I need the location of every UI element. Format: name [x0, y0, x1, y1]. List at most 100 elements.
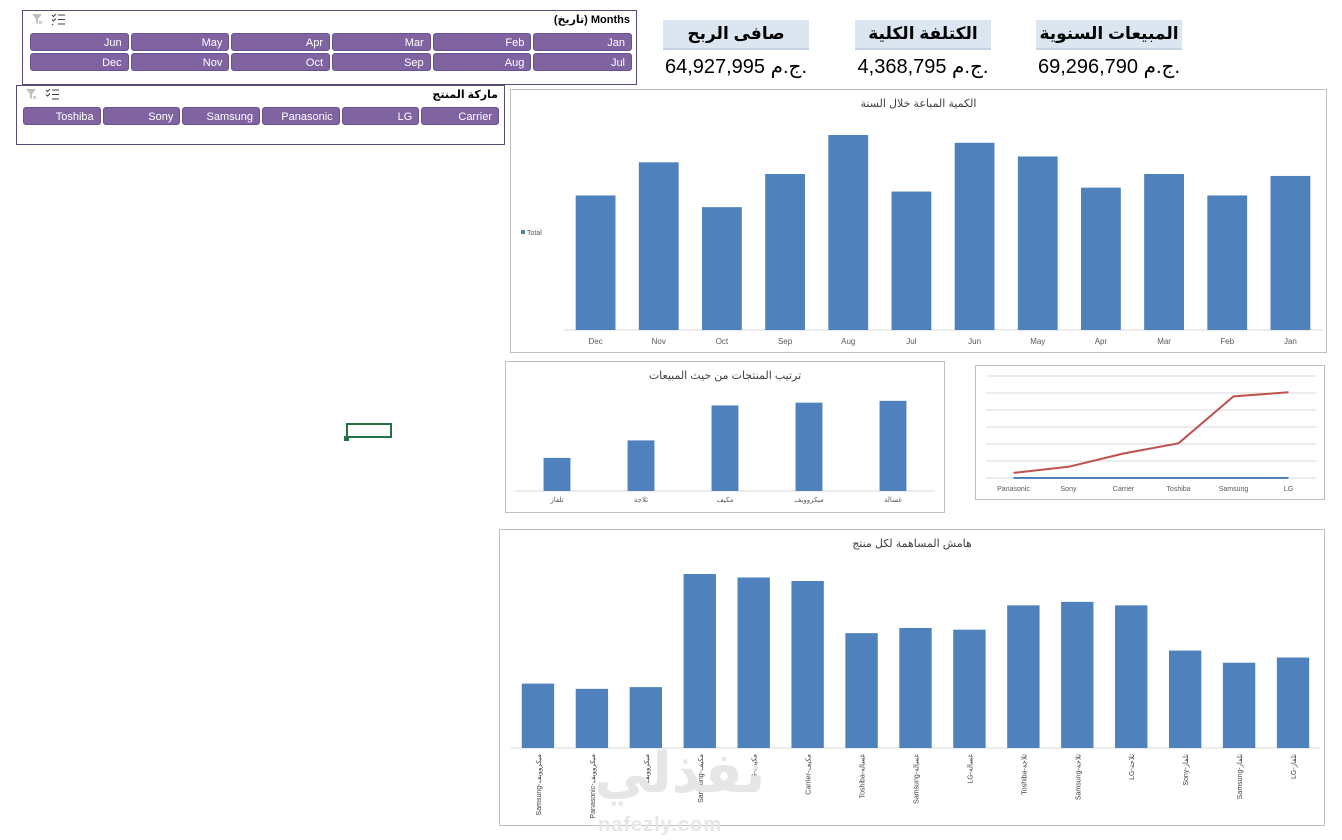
- watermark-logo: نفذلي: [594, 741, 766, 804]
- multi-select-icon[interactable]: [45, 88, 59, 100]
- x-tick-label: Samsung-ثلاجة: [1075, 754, 1082, 800]
- brand-button-panasonic[interactable]: Panasonic: [262, 107, 340, 125]
- x-tick-label: Toshiba: [1166, 486, 1190, 493]
- x-tick-label: Sep: [778, 337, 793, 346]
- months-row-1: Jan Feb Mar Apr May Jun: [30, 33, 632, 51]
- month-button-dec[interactable]: Dec: [30, 53, 129, 71]
- bar: [627, 440, 655, 491]
- bar: [845, 633, 878, 748]
- monthly-quantity-chart[interactable]: الكمية المباعة خلال السنة Dec Nov Oct Sep Au…: [510, 89, 1327, 353]
- x-tick-label: تلفاز: [549, 497, 563, 504]
- x-tick-label: مكيف: [717, 496, 734, 504]
- kpi-value: 69,296,790 ج.م.: [1037, 56, 1181, 78]
- bar: [795, 402, 823, 491]
- brand-button-toshiba[interactable]: Toshiba: [23, 107, 101, 125]
- bar: [891, 191, 932, 330]
- month-button-feb[interactable]: Feb: [432, 33, 532, 51]
- months-slicer-title: Months (تاريخ): [553, 14, 630, 26]
- monthly-chart-svg: Dec Nov Oct Sep Aug Jul Jun May Apr Mar Feb Jan Tota…: [521, 135, 1322, 346]
- bar: [1207, 195, 1248, 330]
- x-tick-label: Jul: [906, 337, 916, 346]
- bar: [638, 162, 679, 330]
- kpi-annual-sales: المبيعات السنوية 69,296,790 ج.م.: [1036, 20, 1182, 79]
- month-button-oct[interactable]: Oct: [231, 53, 331, 71]
- x-tick-label: LG: [1284, 486, 1293, 493]
- x-tick-label: Samsung-غسالة: [914, 754, 921, 804]
- brand-slicer-header: ماركة المنتج: [17, 86, 504, 104]
- months-row-2: Jul Aug Sep Oct Nov Dec: [30, 53, 632, 71]
- bar: [1222, 662, 1256, 748]
- x-tick-label: LG-مكيف: [751, 754, 759, 783]
- bar: [575, 688, 609, 748]
- clear-filter-icon[interactable]: [31, 13, 43, 25]
- bar: [879, 400, 907, 491]
- chart-title: الكمية المباعة خلال السنة: [860, 98, 977, 110]
- watermark-url: nafezly.com: [598, 814, 722, 836]
- x-tick-label: Sony-تلفاز: [1183, 754, 1190, 786]
- multi-select-icon[interactable]: [51, 13, 65, 25]
- x-tick-label: Carrier-مكيف: [805, 754, 813, 795]
- bar: [1115, 605, 1148, 748]
- month-button-nov[interactable]: Nov: [130, 53, 230, 71]
- x-tick-label: Samsung-مكيف: [697, 754, 705, 803]
- brand-button-lg[interactable]: LG: [341, 107, 420, 125]
- bar: [1081, 187, 1121, 330]
- ranking-chart-svg: تلفاز ثلاجة مكيف ميكروويف غسالة: [515, 400, 935, 504]
- kpi-label: الكتلفة الكلية: [855, 20, 991, 50]
- kpi-value: 64,927,995 ج.م.: [664, 56, 808, 78]
- month-button-jul[interactable]: Jul: [533, 53, 632, 71]
- chart-title: ترتيب المنتجات من حيث المبيعات: [648, 370, 802, 382]
- bar: [828, 135, 869, 330]
- x-tick-label: ثلاجة: [634, 497, 648, 504]
- bar: [953, 629, 986, 748]
- contribution-margin-chart[interactable]: هامش المساهمة لكل منتج Samsung-ميكروويف P…: [499, 529, 1325, 826]
- margin-chart-svg: Samsung-ميكروويف Panasonic-ميكروويف ميكروو…: [511, 574, 1320, 819]
- bar: [575, 195, 616, 330]
- month-button-jun[interactable]: Jun: [30, 33, 129, 51]
- bar: [791, 580, 824, 748]
- bar: [737, 577, 770, 748]
- month-button-apr[interactable]: Apr: [231, 33, 331, 51]
- x-tick-label: Samsung: [1219, 486, 1249, 493]
- x-tick-label: Apr: [1095, 337, 1108, 346]
- months-slicer-header: Months (تاريخ): [23, 11, 636, 29]
- bar: [1007, 605, 1040, 748]
- x-tick-label: Feb: [1220, 337, 1234, 346]
- product-ranking-chart[interactable]: ترتيب المنتجات من حيث المبيعات تلفاز ثلاج…: [505, 361, 945, 513]
- brand-line-chart[interactable]: Panasonic Sony Carrier Toshiba Samsung LG: [975, 365, 1325, 500]
- brand-button-sony[interactable]: Sony: [102, 107, 181, 125]
- bar: [1168, 650, 1202, 748]
- bar: [683, 574, 716, 748]
- month-button-mar[interactable]: Mar: [332, 33, 431, 51]
- x-tick-label: Sony: [1061, 486, 1077, 493]
- bar: [702, 207, 742, 330]
- brand-button-samsung[interactable]: Samsung: [182, 107, 261, 125]
- x-tick-label: LG-غسالة: [967, 754, 974, 784]
- series-line: [1013, 391, 1289, 474]
- x-tick-label: Toshiba-غسالة: [860, 754, 867, 799]
- month-button-may[interactable]: May: [130, 33, 230, 51]
- month-button-jan[interactable]: Jan: [533, 33, 632, 51]
- month-button-sep[interactable]: Sep: [332, 53, 431, 71]
- x-tick-label: Mar: [1157, 337, 1171, 346]
- x-tick-label: Jan: [1284, 337, 1297, 346]
- fill-handle[interactable]: [344, 436, 349, 441]
- x-tick-label: Panasonic-ميكروويف: [589, 754, 597, 819]
- month-button-aug[interactable]: Aug: [432, 53, 532, 71]
- kpi-net-profit: صافى الربح 64,927,995 ج.م.: [663, 20, 809, 79]
- chart-title: هامش المساهمة لكل منتج: [852, 538, 972, 550]
- x-tick-label: LG-ثلاجة: [1129, 754, 1136, 780]
- kpi-label: صافى الربح: [663, 20, 809, 50]
- bar: [899, 627, 932, 748]
- brand-slicer-title: ماركة المنتج: [432, 89, 498, 101]
- selected-cell[interactable]: [346, 423, 392, 438]
- clear-filter-icon[interactable]: [25, 88, 37, 100]
- kpi-total-cost: الكتلفة الكلية 4,368,795 ج.م.: [855, 20, 991, 79]
- months-slicer: Months (تاريخ) Jan Feb Mar Apr May Jun Jul Aug…: [22, 10, 637, 85]
- bar: [1017, 156, 1058, 330]
- brand-button-carrier[interactable]: Carrier: [421, 107, 499, 125]
- bar: [521, 683, 555, 748]
- legend-label: Total: [527, 230, 542, 237]
- bar: [1276, 657, 1310, 748]
- legend-swatch: [521, 230, 525, 234]
